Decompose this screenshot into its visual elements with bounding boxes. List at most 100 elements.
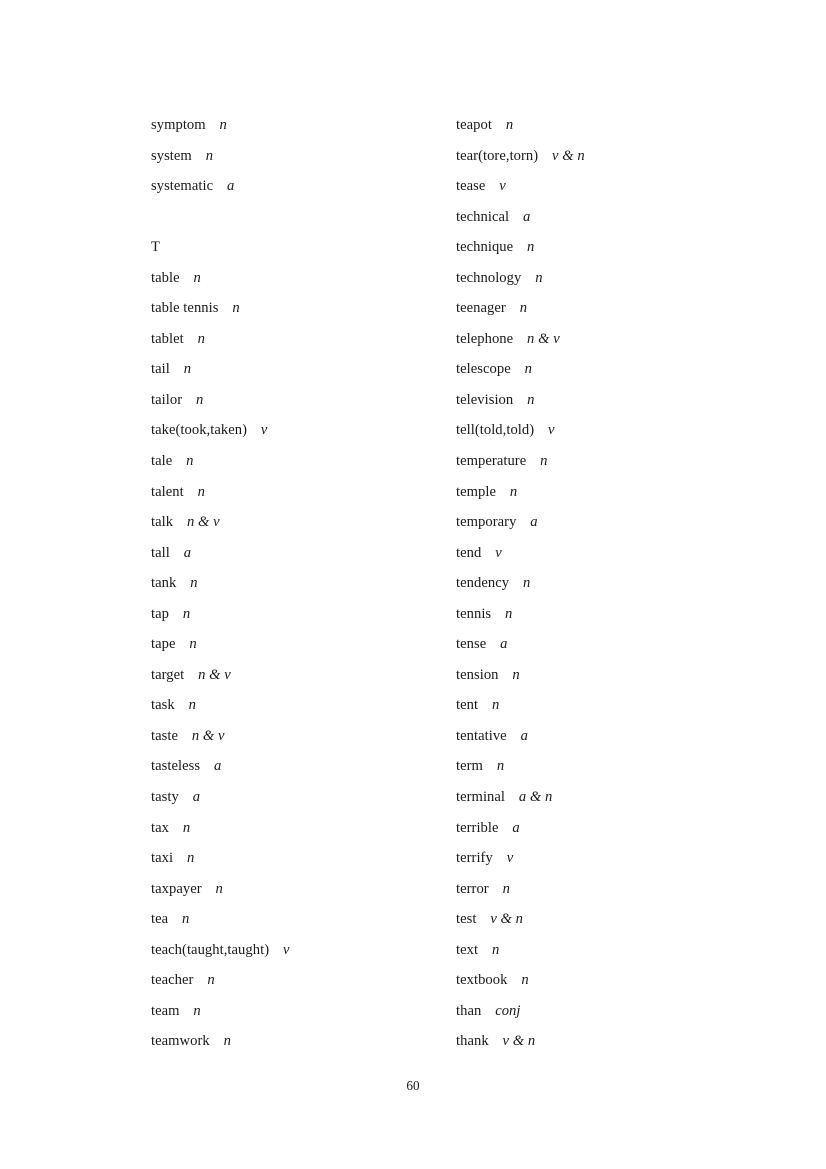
entry-part-of-speech: a	[522, 208, 531, 225]
word-entry: tension n	[456, 660, 761, 691]
word-entry: television n	[456, 385, 761, 416]
word-entry: tear(tore,torn) v & n	[456, 141, 761, 172]
word-entry: task n	[151, 690, 456, 721]
word-entry: tell(told,told) v	[456, 415, 761, 446]
entry-part-of-speech: n	[182, 605, 191, 622]
entry-part-of-speech: n	[496, 758, 505, 775]
entry-part-of-speech: a & n	[518, 789, 553, 806]
word-entry: teapot n	[456, 110, 761, 141]
entry-word: system	[151, 147, 192, 164]
entry-part-of-speech: v	[495, 544, 502, 561]
entry-part-of-speech: n	[522, 575, 531, 592]
entry-part-of-speech: n	[182, 819, 191, 836]
entry-word: tasteless	[151, 758, 201, 775]
word-entry: talk n & v	[151, 507, 456, 538]
entry-word: tentative	[456, 727, 507, 744]
entry-word: telephone	[456, 330, 514, 347]
word-entry: tax n	[151, 813, 456, 844]
entry-part-of-speech: n	[182, 911, 190, 928]
entry-word: teamwork	[151, 1033, 210, 1050]
entry-word: task	[151, 697, 175, 714]
entry-word: tap	[151, 605, 169, 622]
entry-word: tense	[456, 636, 487, 653]
entry-part-of-speech: v & n	[490, 911, 524, 928]
entry-word: terrify	[456, 850, 493, 867]
section-heading-letter: T	[151, 239, 160, 256]
entry-part-of-speech: n	[189, 636, 197, 653]
word-entry: teacher n	[151, 965, 456, 996]
word-entry: taxpayer n	[151, 874, 456, 905]
entry-word: tennis	[456, 605, 492, 622]
word-entry: technology n	[456, 263, 761, 294]
word-entry: telescope n	[456, 354, 761, 385]
entry-word: thank	[456, 1033, 489, 1050]
entry-part-of-speech: n	[197, 330, 205, 347]
entry-word: tea	[151, 911, 169, 928]
word-entry: teenager n	[456, 293, 761, 324]
entry-part-of-speech: n	[502, 880, 510, 897]
entry-part-of-speech: n	[205, 147, 214, 164]
entry-word: tendency	[456, 575, 510, 592]
entry-part-of-speech: a	[183, 544, 192, 561]
entry-word: term	[456, 758, 483, 775]
entry-word: temporary	[456, 514, 517, 531]
entry-part-of-speech: a	[226, 178, 235, 195]
entry-word: teapot	[456, 117, 492, 133]
entry-part-of-speech: n & v	[198, 666, 231, 683]
entry-part-of-speech: v	[282, 941, 290, 958]
entry-word: tend	[456, 544, 482, 561]
entry-word: take(took,taken)	[151, 422, 248, 439]
word-entry: terror n	[456, 874, 761, 905]
word-entry: taxi n	[151, 843, 456, 874]
entry-part-of-speech: n	[521, 972, 529, 989]
entry-word: tear(tore,torn)	[456, 147, 539, 164]
word-entry: system n	[151, 141, 456, 172]
word-entry: tennis n	[456, 599, 761, 630]
entry-word: tasty	[151, 789, 179, 806]
word-entry: tendency n	[456, 568, 761, 599]
entry-word: team	[151, 1002, 180, 1019]
entry-part-of-speech: a	[213, 758, 222, 775]
entry-part-of-speech: n & v	[191, 727, 225, 744]
word-entry: table n	[151, 263, 456, 294]
entry-word: systematic	[151, 178, 214, 195]
word-entry: term n	[456, 751, 761, 782]
entry-word: tension	[456, 666, 499, 683]
entry-part-of-speech: n	[215, 880, 223, 897]
word-entry: temporary a	[456, 507, 761, 538]
entry-part-of-speech: n	[535, 269, 543, 286]
entry-part-of-speech: n	[509, 483, 518, 500]
entry-part-of-speech: a	[512, 819, 520, 836]
entry-word: tail	[151, 361, 170, 378]
entry-word: technique	[456, 239, 514, 256]
entry-word: tall	[151, 544, 170, 561]
word-entry: tease v	[456, 171, 761, 202]
word-entry: team n	[151, 996, 456, 1027]
word-entry: teamwork n	[151, 1026, 456, 1057]
word-entry: thank v & n	[456, 1026, 761, 1057]
word-entry: technique n	[456, 232, 761, 263]
entry-part-of-speech: n & v	[186, 514, 220, 531]
entry-word: taste	[151, 727, 178, 744]
entry-word: tease	[456, 178, 486, 195]
word-entry: tablet n	[151, 324, 456, 355]
entry-word: tablet	[151, 330, 184, 347]
word-entry: systematic a	[151, 171, 456, 202]
entry-word: table	[151, 269, 180, 286]
word-entry: terrible a	[456, 813, 761, 844]
entry-word: textbook	[456, 972, 508, 989]
word-entry: text n	[456, 935, 761, 966]
entry-part-of-speech: n	[232, 300, 240, 317]
entry-word: symptom	[151, 117, 206, 133]
word-entry: than conj	[456, 996, 761, 1027]
word-entry: take(took,taken) v	[151, 415, 456, 446]
word-entry: telephone n & v	[456, 324, 761, 355]
word-entry: tail n	[151, 354, 456, 385]
word-entry: test v & n	[456, 904, 761, 935]
entry-part-of-speech: v & n	[502, 1033, 536, 1050]
entry-part-of-speech: a	[530, 514, 538, 531]
entry-part-of-speech: a	[520, 727, 528, 744]
